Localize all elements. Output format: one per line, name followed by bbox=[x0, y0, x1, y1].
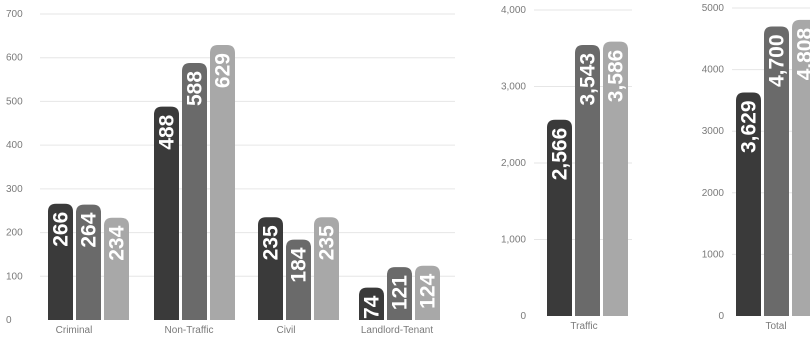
data-label: 235 bbox=[260, 225, 283, 260]
y-tick-label: 200 bbox=[6, 228, 23, 239]
chart-panel-1: 0 100 200 300 400 500 600 700 266 264 234 Criminal 4… bbox=[6, 9, 455, 336]
y-tick-label: 0 bbox=[718, 311, 724, 322]
bar bbox=[210, 45, 235, 321]
data-label: 264 bbox=[78, 212, 101, 247]
data-label: 234 bbox=[106, 225, 129, 260]
bar bbox=[547, 119, 572, 317]
y-tick-label: 500 bbox=[6, 96, 23, 107]
y-tick-label: 700 bbox=[6, 9, 23, 20]
data-label: 488 bbox=[156, 114, 179, 149]
bar bbox=[359, 287, 384, 320]
y-tick-label: 2,000 bbox=[501, 158, 526, 169]
bar bbox=[792, 19, 810, 316]
x-category-label: Criminal bbox=[56, 325, 93, 336]
y-tick-label: 3,000 bbox=[501, 82, 526, 93]
y-tick-label: 100 bbox=[6, 271, 23, 282]
bar bbox=[154, 106, 179, 320]
bar bbox=[314, 217, 339, 320]
y-tick-label: 5000 bbox=[702, 3, 725, 14]
bar bbox=[387, 267, 412, 320]
bar bbox=[415, 265, 440, 320]
data-label: 266 bbox=[50, 212, 73, 247]
bar bbox=[764, 26, 789, 316]
y-tick-label: 4000 bbox=[702, 65, 725, 76]
data-label: 3,586 bbox=[605, 50, 628, 103]
y-tick-label: 600 bbox=[6, 53, 23, 64]
x-category-label: Total bbox=[765, 321, 786, 332]
data-label: 3,543 bbox=[577, 53, 600, 106]
data-label: 121 bbox=[389, 275, 412, 310]
bar bbox=[182, 62, 207, 321]
y-tick-label: 1000 bbox=[702, 249, 725, 260]
data-label: 588 bbox=[184, 71, 207, 106]
data-label: 235 bbox=[316, 225, 339, 260]
y-tick-label: 400 bbox=[6, 140, 23, 151]
y-tick-label: 1,000 bbox=[501, 235, 526, 246]
bar bbox=[736, 92, 761, 316]
y-tick-label: 300 bbox=[6, 184, 23, 195]
y-tick-label: 2000 bbox=[702, 188, 725, 199]
data-label: 124 bbox=[417, 273, 440, 308]
bar bbox=[258, 217, 283, 320]
bar bbox=[104, 217, 129, 320]
data-label: 74 bbox=[361, 295, 384, 319]
y-tick-label: 4,000 bbox=[501, 5, 526, 16]
bar bbox=[48, 203, 73, 320]
data-label: 2,566 bbox=[549, 128, 572, 181]
bar bbox=[603, 41, 628, 317]
data-label: 629 bbox=[212, 53, 235, 88]
y-tick-label: 3000 bbox=[702, 126, 725, 137]
y-tick-label: 0 bbox=[520, 311, 526, 322]
data-label: 184 bbox=[288, 247, 311, 282]
data-label: 3,629 bbox=[738, 100, 761, 153]
y-tick-label: 0 bbox=[6, 315, 12, 326]
x-category-label: Civil bbox=[277, 325, 296, 336]
data-label: 4,808 bbox=[794, 28, 810, 81]
x-category-label: Landlord-Tenant bbox=[361, 325, 433, 336]
bar bbox=[76, 204, 101, 320]
bar bbox=[286, 239, 311, 320]
data-label: 4,700 bbox=[766, 34, 789, 87]
x-category-label: Non-Traffic bbox=[165, 325, 214, 336]
bar bbox=[575, 44, 600, 316]
x-category-label: Traffic bbox=[570, 321, 597, 332]
